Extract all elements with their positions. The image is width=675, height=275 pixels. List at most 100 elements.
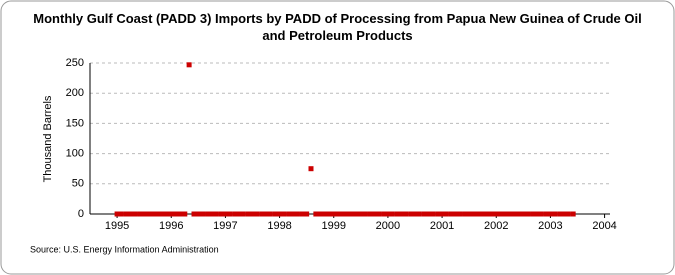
marker	[412, 211, 418, 217]
marker	[146, 211, 151, 217]
marker	[294, 211, 300, 217]
y-tick-label: 250	[66, 57, 84, 69]
marker	[254, 211, 260, 217]
marker	[394, 211, 400, 217]
marker	[191, 211, 197, 217]
marker	[421, 211, 427, 217]
marker	[448, 211, 454, 217]
marker	[376, 211, 382, 217]
marker	[354, 211, 359, 217]
x-tick-label: 1997	[213, 220, 237, 232]
marker	[466, 211, 472, 217]
marker	[209, 211, 215, 217]
y-tick-label: 200	[66, 87, 84, 99]
x-tick-label: 2004	[592, 220, 616, 232]
marker	[236, 211, 242, 217]
marker	[240, 211, 246, 217]
x-tick-label: 1998	[267, 220, 291, 232]
marker	[272, 211, 278, 217]
marker	[155, 211, 161, 217]
marker	[290, 211, 296, 217]
marker	[443, 211, 449, 217]
x-tick-label: 2003	[538, 220, 562, 232]
marker	[389, 211, 395, 217]
marker	[232, 211, 238, 217]
marker	[385, 211, 391, 217]
marker	[511, 211, 517, 217]
marker	[182, 211, 188, 217]
marker	[137, 211, 143, 217]
marker	[516, 211, 522, 217]
marker	[362, 211, 368, 217]
marker	[227, 211, 233, 217]
source: Source: U.S. Energy Information Administ…	[30, 244, 219, 254]
marker	[534, 211, 540, 217]
marker	[340, 211, 346, 217]
marker	[195, 211, 201, 217]
marker	[164, 211, 170, 217]
marker	[480, 211, 486, 217]
marker	[565, 211, 571, 217]
marker	[557, 211, 563, 217]
y-tick-label: 50	[72, 178, 84, 190]
marker	[308, 166, 314, 172]
marker	[222, 211, 228, 217]
marker	[267, 211, 273, 217]
marker	[335, 211, 341, 217]
marker	[489, 211, 495, 217]
marker	[371, 211, 377, 217]
marker	[484, 211, 490, 217]
marker	[547, 211, 553, 217]
marker	[498, 211, 504, 217]
marker	[530, 211, 536, 217]
y-tick-label: 100	[66, 148, 84, 160]
x-tick-label: 2000	[376, 220, 400, 232]
marker	[281, 211, 287, 217]
marker	[326, 211, 332, 217]
marker	[426, 211, 432, 217]
x-tick-label: 1996	[159, 220, 183, 232]
marker	[344, 211, 350, 217]
marker	[313, 211, 319, 217]
marker	[177, 211, 183, 217]
marker	[349, 211, 355, 217]
marker	[439, 211, 445, 217]
y-tick-label: 150	[66, 117, 84, 129]
marker	[299, 211, 305, 217]
marker	[493, 211, 499, 217]
marker	[462, 211, 468, 217]
marker	[123, 211, 129, 217]
marker	[543, 211, 549, 217]
marker	[245, 211, 251, 217]
marker	[520, 211, 526, 217]
marker	[114, 211, 120, 217]
marker	[141, 211, 147, 217]
marker	[205, 211, 211, 217]
marker	[118, 211, 124, 217]
x-tick-label: 2001	[430, 220, 454, 232]
marker	[453, 211, 459, 217]
marker	[502, 211, 508, 217]
marker	[263, 211, 269, 217]
marker	[358, 211, 364, 217]
marker	[408, 211, 414, 217]
marker	[331, 211, 337, 217]
x-tick-label: 2002	[484, 220, 508, 232]
marker	[259, 211, 265, 217]
marker	[367, 211, 373, 217]
x-tick-label: 1995	[105, 220, 129, 232]
marker	[150, 211, 156, 217]
marker	[200, 211, 206, 217]
marker	[561, 211, 567, 217]
marker	[159, 211, 165, 217]
chart-title: Monthly Gulf Coast (PADD 3) Imports by P…	[33, 11, 642, 43]
marker	[250, 211, 255, 217]
marker	[173, 211, 179, 217]
marker	[525, 211, 531, 217]
marker	[317, 211, 323, 217]
marker	[403, 211, 409, 217]
marker	[507, 211, 513, 217]
marker	[322, 211, 328, 217]
